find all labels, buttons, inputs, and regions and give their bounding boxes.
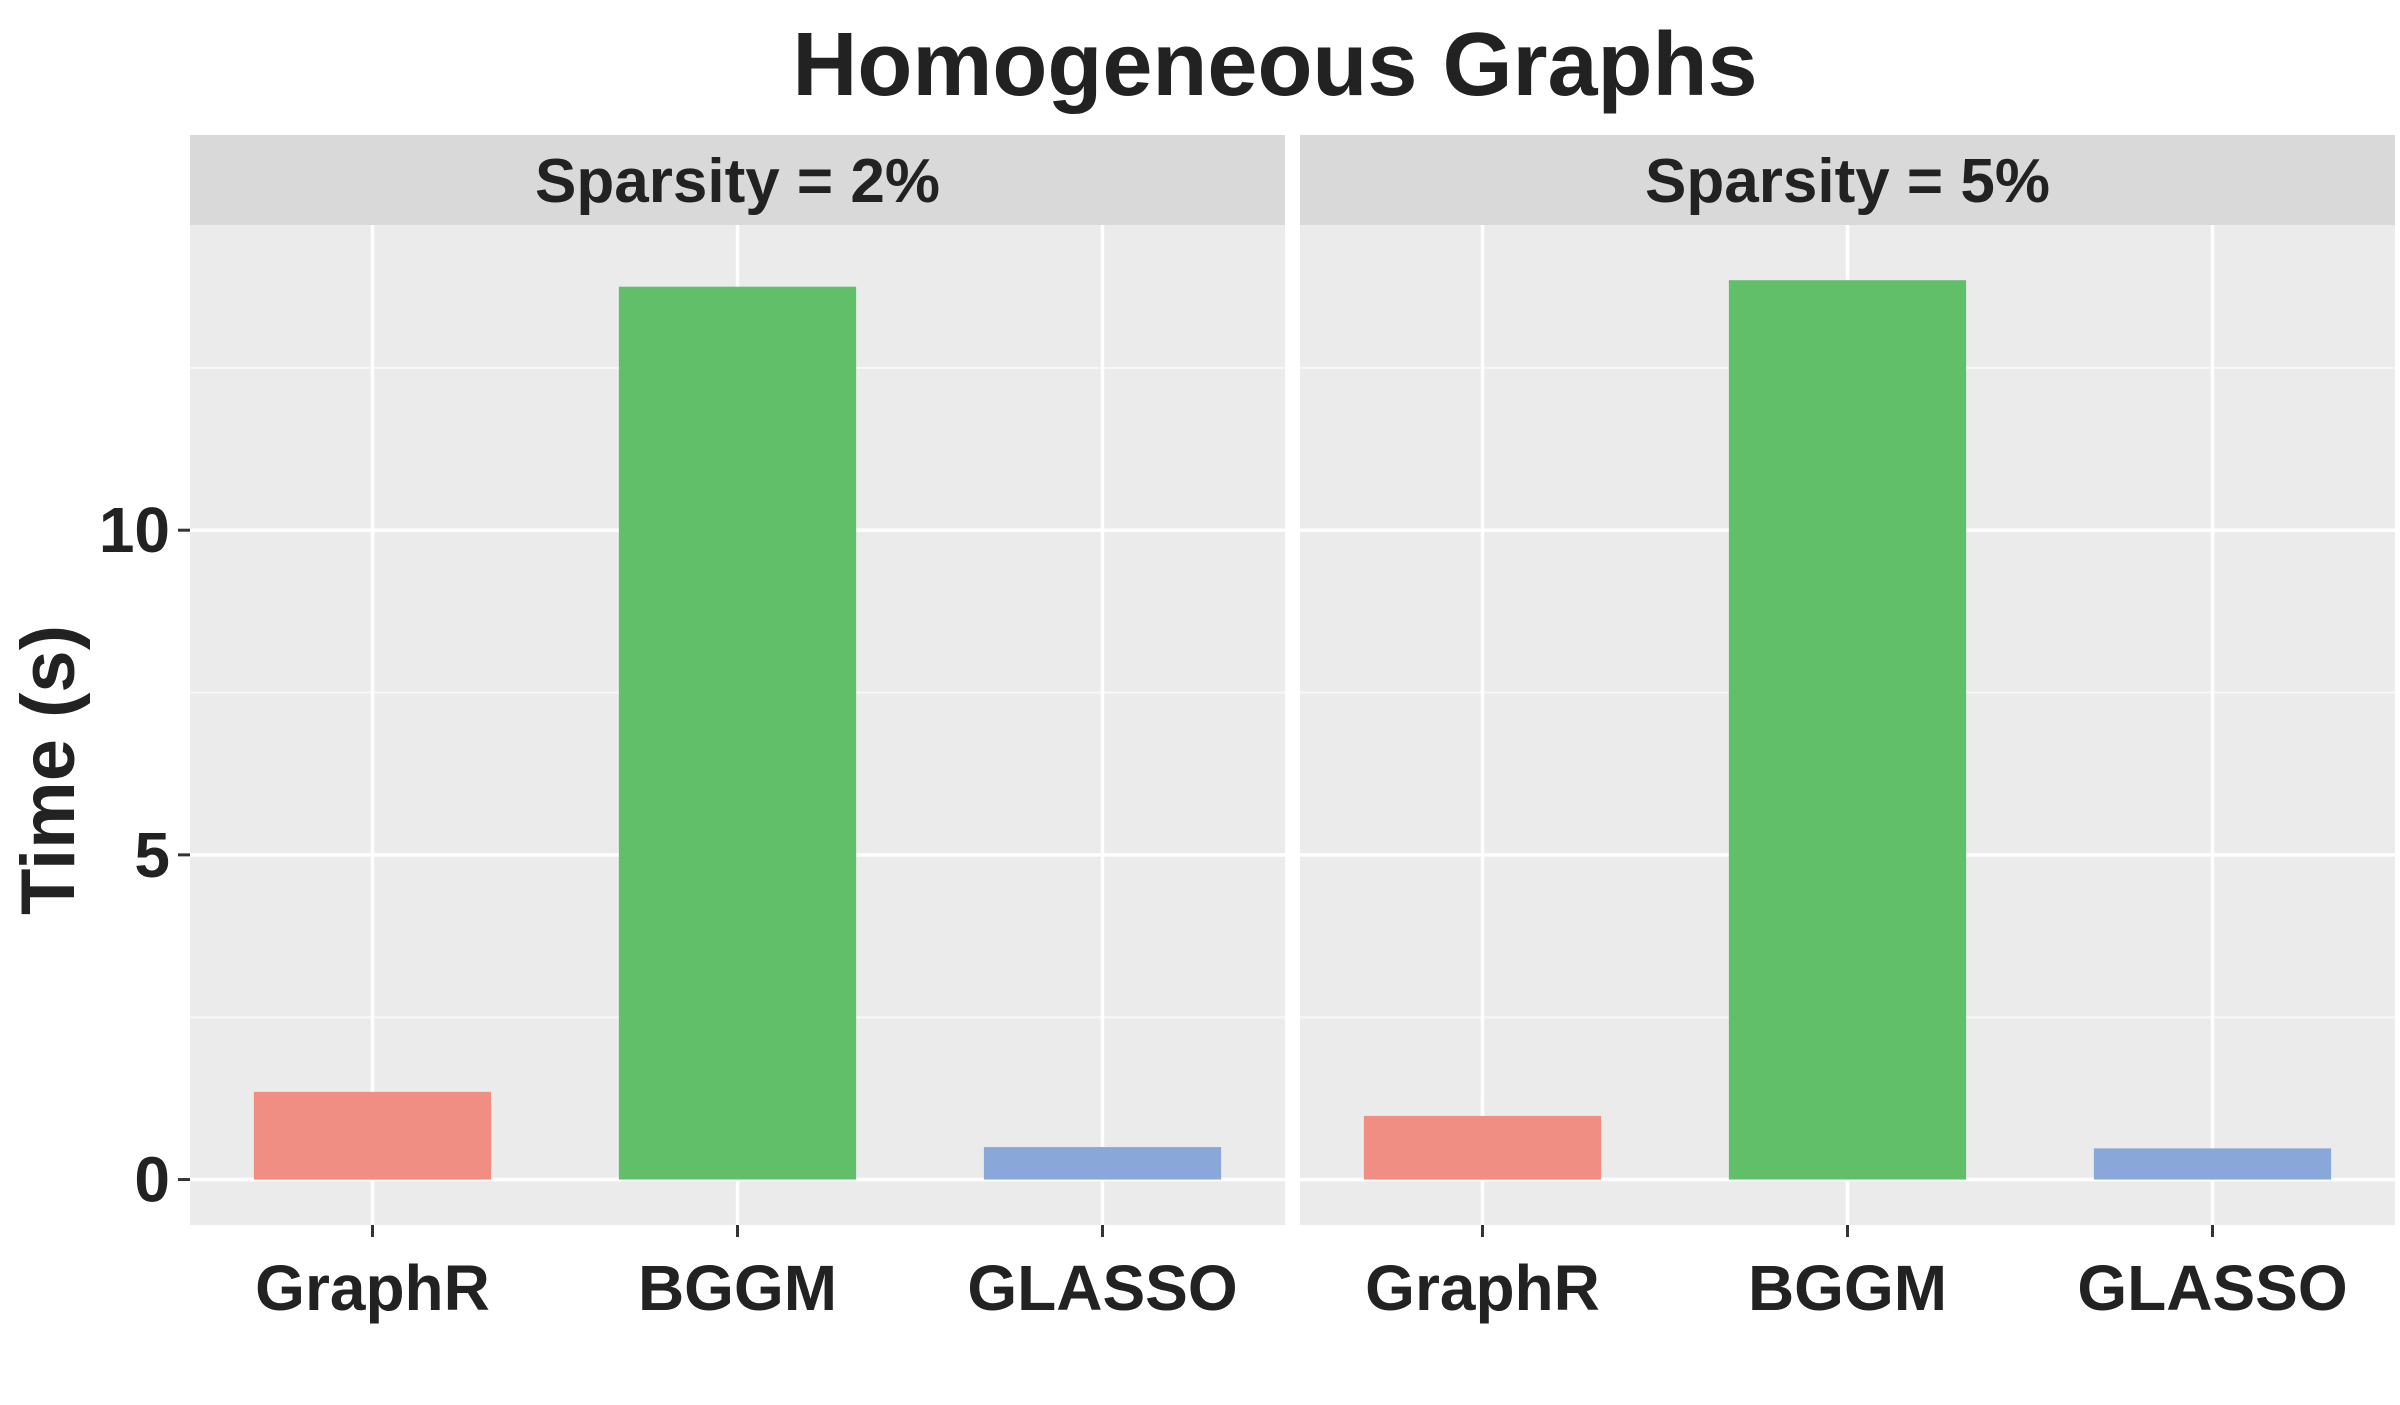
x-tick-label: GraphR <box>1365 1252 1600 1324</box>
chart-title: Homogeneous Graphs <box>792 15 1757 115</box>
facet-panel-1: Sparsity = 2% GraphR BGGM GLASSO <box>190 135 1285 1324</box>
y-tick-label: 0 <box>134 1144 170 1216</box>
x-tick-label: GLASSO <box>2077 1252 2347 1324</box>
facet-strip-label: Sparsity = 2% <box>535 147 940 216</box>
bar-bggm <box>1728 280 1967 1180</box>
bar-glasso <box>2093 1148 2332 1180</box>
bar-graphr <box>1363 1115 1602 1180</box>
bar-bggm <box>618 286 857 1180</box>
facet-strip-background <box>190 135 1285 225</box>
y-tick-label: 10 <box>99 494 170 566</box>
facet-panel-2: Sparsity = 5% GraphR BGGM GLASSO <box>1300 135 2395 1324</box>
x-tick-label: GraphR <box>255 1252 490 1324</box>
y-tick-label: 5 <box>134 819 170 891</box>
y-axis-label: Time (s) <box>6 625 91 915</box>
bar-glasso <box>983 1147 1222 1180</box>
x-tick-label: GLASSO <box>967 1252 1237 1324</box>
x-tick-label: BGGM <box>638 1252 837 1324</box>
facet-strip-background <box>1300 135 2395 225</box>
bar-graphr <box>253 1091 492 1180</box>
facet-strip-label: Sparsity = 5% <box>1645 147 2050 216</box>
x-tick-label: BGGM <box>1748 1252 1947 1324</box>
